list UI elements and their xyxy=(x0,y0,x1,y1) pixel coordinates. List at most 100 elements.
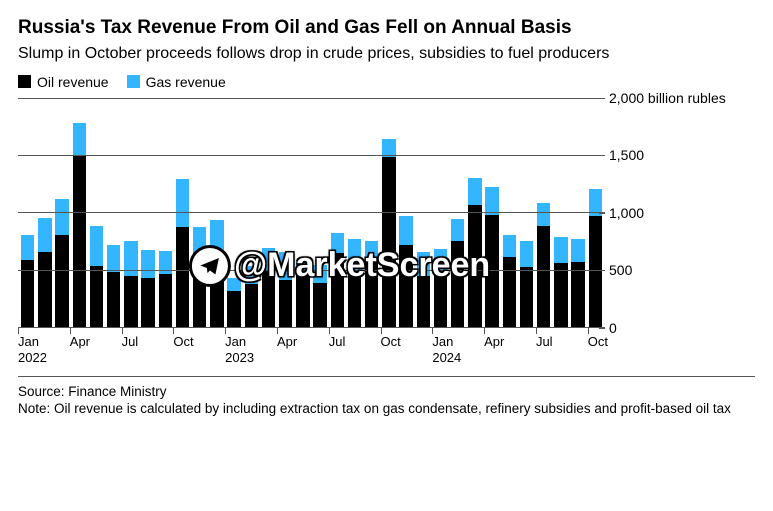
y-axis: 05001,0001,5002,000 billion rubles xyxy=(605,98,755,328)
xtick-label: Jan2023 xyxy=(225,334,254,367)
bar-segment-oil xyxy=(107,272,120,327)
bar-segment-gas xyxy=(313,265,326,283)
bar-segment-gas xyxy=(73,123,86,155)
legend-label-oil: Oil revenue xyxy=(37,74,109,90)
bar-segment-gas xyxy=(503,235,516,257)
xtick-label: Jul xyxy=(122,334,139,350)
bar-segment-gas xyxy=(348,239,361,272)
gridline xyxy=(18,98,605,99)
bar-segment-gas xyxy=(571,239,584,262)
bar-segment-gas xyxy=(38,218,51,252)
legend-swatch-oil xyxy=(18,75,31,88)
bar-segment-gas xyxy=(485,187,498,214)
legend-swatch-gas xyxy=(127,75,140,88)
chart-subtitle: Slump in October proceeds follows drop i… xyxy=(18,44,755,64)
bar-segment-oil xyxy=(451,241,464,327)
xtick-label: Jan2022 xyxy=(18,334,47,367)
bar-segment-gas xyxy=(210,220,223,267)
bar-segment-oil xyxy=(434,274,447,327)
bar-segment-gas xyxy=(107,245,120,271)
bar-segment-gas xyxy=(176,179,189,227)
bar-segment-oil xyxy=(176,227,189,327)
bar-segment-oil xyxy=(468,205,481,326)
ytick-label: 1,500 xyxy=(609,147,644,163)
bar-segment-gas xyxy=(279,252,292,279)
bar-segment-oil xyxy=(245,284,258,326)
bar-segment-oil xyxy=(193,263,206,327)
xtick-label: Oct xyxy=(588,334,608,350)
legend: Oil revenue Gas revenue xyxy=(18,74,755,90)
chart-title: Russia's Tax Revenue From Oil and Gas Fe… xyxy=(18,16,755,40)
legend-label-gas: Gas revenue xyxy=(146,74,226,90)
bar-segment-oil xyxy=(296,276,309,326)
xtick-label: Oct xyxy=(173,334,193,350)
bar-segment-oil xyxy=(537,226,550,327)
bar-segment-oil xyxy=(313,283,326,327)
bar-segment-oil xyxy=(331,253,344,326)
bar-segment-gas xyxy=(262,248,275,271)
bar-segment-oil xyxy=(210,267,223,327)
xtick-label: Jul xyxy=(329,334,346,350)
bar-segment-oil xyxy=(124,276,137,326)
bar-segment-gas xyxy=(193,227,206,262)
bar-segment-gas xyxy=(124,241,137,276)
bar-segment-oil xyxy=(73,155,86,327)
bar-segment-oil xyxy=(382,157,395,326)
gridline xyxy=(18,212,605,213)
bar-segment-gas xyxy=(417,252,430,276)
xtick-label: Jul xyxy=(536,334,553,350)
xtick-label: Apr xyxy=(484,334,504,350)
chart-footer: Source: Finance Ministry Note: Oil reven… xyxy=(18,376,755,418)
bar-segment-gas xyxy=(399,216,412,246)
bar-segment-oil xyxy=(571,262,584,327)
bar-segment-oil xyxy=(348,272,361,327)
legend-item-gas: Gas revenue xyxy=(127,74,226,90)
bar-segment-gas xyxy=(159,251,172,274)
bar-segment-gas xyxy=(227,278,240,292)
bar-segment-oil xyxy=(55,235,68,327)
bar-segment-oil xyxy=(141,278,154,327)
xtick-label: Jan2024 xyxy=(432,334,461,367)
ytick-mark xyxy=(599,155,605,156)
bar-segment-oil xyxy=(503,257,516,327)
bar-segment-gas xyxy=(554,237,567,262)
bar-segment-oil xyxy=(262,271,275,327)
bar-segment-gas xyxy=(451,219,464,241)
ytick-label: 1,000 xyxy=(609,205,644,221)
source-line: Source: Finance Ministry xyxy=(18,383,755,401)
bar-segment-oil xyxy=(365,262,378,327)
bar-segment-gas xyxy=(468,178,481,205)
plot-area xyxy=(18,98,605,328)
gridline xyxy=(18,155,605,156)
bar-segment-gas xyxy=(21,235,34,260)
ytick-mark xyxy=(599,270,605,271)
bar-segment-oil xyxy=(279,280,292,327)
ytick-label: 500 xyxy=(609,262,632,278)
ytick-label: 0 xyxy=(609,320,617,336)
ytick-label: 2,000 billion rubles xyxy=(609,90,726,106)
bar-segment-oil xyxy=(90,266,103,327)
bar-segment-gas xyxy=(365,241,378,262)
bar-segment-gas xyxy=(141,250,154,277)
bar-segment-oil xyxy=(227,291,240,326)
gridline xyxy=(18,270,605,271)
bar-segment-oil xyxy=(417,276,430,326)
bar-segment-oil xyxy=(399,245,412,326)
bar-segment-gas xyxy=(55,199,68,236)
xtick-label: Apr xyxy=(70,334,90,350)
xtick-label: Apr xyxy=(277,334,297,350)
bar-segment-oil xyxy=(159,274,172,327)
bar-segment-gas xyxy=(331,233,344,254)
bar-segment-oil xyxy=(520,267,533,327)
legend-item-oil: Oil revenue xyxy=(18,74,109,90)
bar-segment-gas xyxy=(520,241,533,267)
ytick-mark xyxy=(599,98,605,99)
bar-segment-oil xyxy=(38,252,51,326)
x-axis: Jan2022 Apr Jul Oct Jan2023 Apr Jul Oct Jan2024 A… xyxy=(18,328,605,368)
note-line: Note: Oil revenue is calculated by inclu… xyxy=(18,400,755,418)
xtick-label: Oct xyxy=(381,334,401,350)
chart-area: 05001,0001,5002,000 billion rubles Jan20… xyxy=(18,98,755,368)
ytick-mark xyxy=(599,213,605,214)
bar-segment-oil xyxy=(485,215,498,327)
bar-segment-oil xyxy=(554,263,567,327)
